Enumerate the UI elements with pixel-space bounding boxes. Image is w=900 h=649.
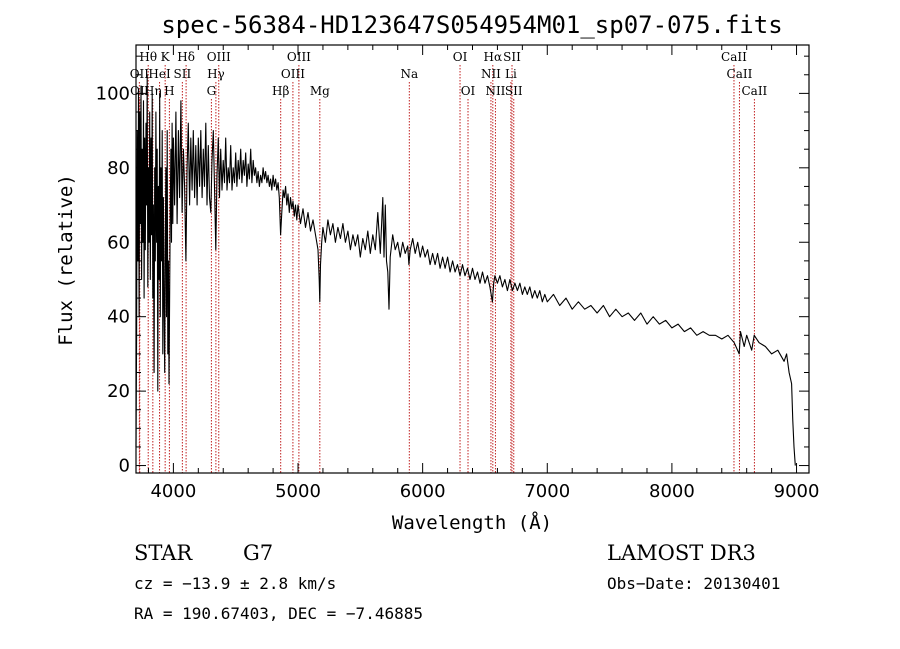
line-marker-label: NII xyxy=(485,84,505,98)
line-marker-label: OII xyxy=(130,67,150,81)
line-marker-label: NII xyxy=(481,67,501,81)
line-marker-label: Hβ xyxy=(272,84,289,98)
x-tick-label: 4000 xyxy=(150,481,196,502)
y-tick-label: 20 xyxy=(107,381,130,402)
coordinates: RA = 190.67403, DEC = −7.46885 xyxy=(134,604,423,623)
line-marker-label: Hα xyxy=(484,50,503,64)
obs-date: Obs−Date: 20130401 xyxy=(607,574,780,593)
x-tick-label: 6000 xyxy=(400,481,446,502)
line-marker-label: G xyxy=(207,84,217,98)
line-marker-label: CaII xyxy=(727,67,753,81)
x-axis: 4000 5000 6000 7000 8000 9000 xyxy=(147,45,820,502)
chart-title: spec-56384-HD123647S054954M01_sp07-075.f… xyxy=(161,11,782,39)
line-marker-label: SII xyxy=(503,50,521,64)
line-marker-label: OIII xyxy=(207,50,231,64)
line-marker-label: OI xyxy=(461,84,476,98)
line-marker-label: OII xyxy=(130,84,150,98)
line-marker-label: Mg xyxy=(310,84,330,98)
line-marker-label: OIII xyxy=(281,67,305,81)
line-marker-label: CaII xyxy=(741,84,767,98)
survey-name: LAMOST DR3 xyxy=(607,541,756,565)
y-axis-label: Flux (relative) xyxy=(55,174,77,346)
line-marker-label: Hδ xyxy=(177,50,195,64)
x-tick-label: 9000 xyxy=(774,481,820,502)
line-marker-label: Hη xyxy=(144,84,162,98)
line-marker-label: Li xyxy=(505,67,517,81)
spectrum-line xyxy=(135,74,796,466)
y-tick-label: 0 xyxy=(119,456,130,477)
redshift-text: cz = −13.9 ± 2.8 km/s xyxy=(134,574,336,593)
line-marker-label: K xyxy=(161,50,171,64)
line-marker-label: CaII xyxy=(721,50,747,64)
x-tick-label: 8000 xyxy=(649,481,695,502)
line-marker-label: H xyxy=(164,84,174,98)
x-tick-label: 7000 xyxy=(524,481,570,502)
object-class: STAR xyxy=(134,541,193,565)
line-marker-label: SII xyxy=(505,84,523,98)
object-subclass: G7 xyxy=(243,541,273,565)
line-marker-label: OIII xyxy=(287,50,311,64)
x-axis-label: Wavelength (Å) xyxy=(392,511,552,534)
y-tick-label: 80 xyxy=(107,158,130,179)
line-marker-label: HeI xyxy=(148,67,171,81)
y-tick-label: 40 xyxy=(107,307,130,328)
line-marker-label: Hθ xyxy=(139,50,157,64)
line-marker-label: Na xyxy=(400,67,418,81)
y-axis: 0 20 40 60 80 100 xyxy=(96,55,809,477)
plot-frame xyxy=(135,44,810,474)
line-marker-label: SII xyxy=(174,67,192,81)
line-marker-label: OI xyxy=(453,50,468,64)
x-tick-label: 5000 xyxy=(275,481,321,502)
y-tick-label: 100 xyxy=(96,83,130,104)
line-marker-label: Hγ xyxy=(207,67,225,81)
y-tick-label: 60 xyxy=(107,232,130,253)
